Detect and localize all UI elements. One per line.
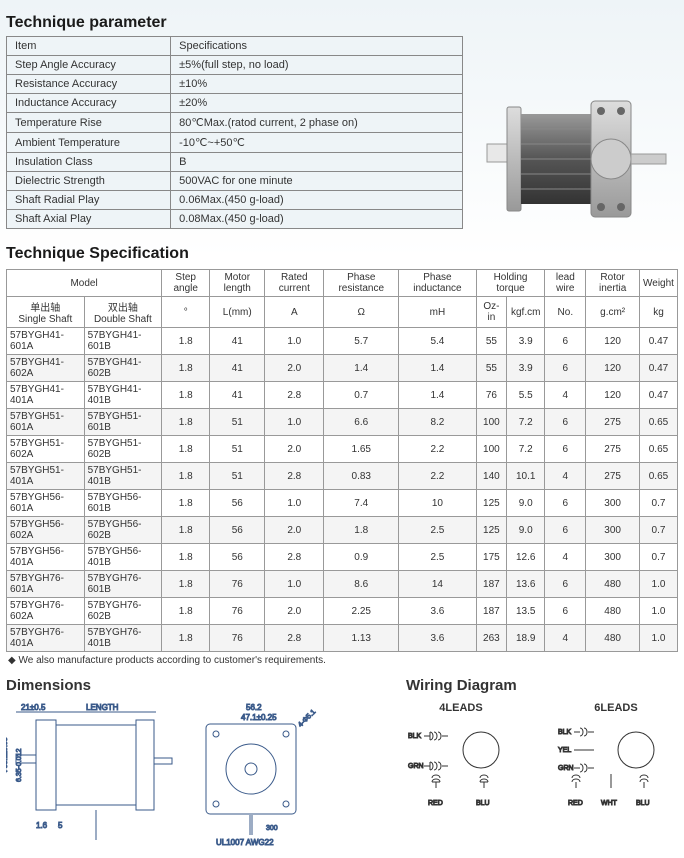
svg-text:RED: RED <box>428 800 443 807</box>
unit-wt: kg <box>639 297 677 328</box>
unit-oz: Oz-in <box>476 297 506 328</box>
table-row: 57BYGH41-401A57BYGH41-401B1.8412.80.71.4… <box>7 382 678 409</box>
dimensions-block: Dimensions 21±0.5 LENGTH Φ38.1±0.05 6.35… <box>6 677 386 850</box>
spec-table: Model Step angle Motor length Rated curr… <box>6 269 678 652</box>
svg-text:5: 5 <box>58 821 63 830</box>
param-spec: ±10% <box>171 75 463 94</box>
col-torque: Holding torque <box>476 270 545 297</box>
svg-text:BLU: BLU <box>476 800 490 807</box>
svg-text:LENGTH: LENGTH <box>86 703 119 712</box>
unit-kgf: kgf.cm <box>507 297 545 328</box>
svg-text:RED: RED <box>568 800 583 807</box>
table-row: 57BYGH76-401A57BYGH76-401B1.8762.81.133.… <box>7 625 678 652</box>
svg-text:56.2: 56.2 <box>246 703 262 712</box>
svg-text:6.35-0.012: 6.35-0.012 <box>16 748 23 782</box>
svg-text:GRN: GRN <box>558 765 574 772</box>
param-item: Dielectric Strength <box>7 172 171 191</box>
param-spec: -10℃~+50℃ <box>171 133 463 153</box>
unit-cur: A <box>265 297 324 328</box>
unit-wire: No. <box>545 297 586 328</box>
table-row: 57BYGH51-601A57BYGH51-601B1.8511.06.68.2… <box>7 409 678 436</box>
table-row: 57BYGH56-601A57BYGH56-601B1.8561.07.4101… <box>7 490 678 517</box>
param-spec: 0.08Max.(450 g-load) <box>171 210 463 229</box>
spec-title: Technique Specification <box>6 245 678 263</box>
param-spec: 500VAC for one minute <box>171 172 463 191</box>
param-spec: 80℃Max.(ratod current, 2 phase on) <box>171 113 463 133</box>
svg-text:BLK: BLK <box>558 729 572 736</box>
col-res: Phase resistance <box>324 270 399 297</box>
param-spec: ±20% <box>171 94 463 113</box>
unit-res: Ω <box>324 297 399 328</box>
model-double: 双出轴Double Shaft <box>84 297 162 328</box>
param-item: Step Angle Accuracy <box>7 56 171 75</box>
svg-text:UL1007 AWG22: UL1007 AWG22 <box>216 838 274 847</box>
table-row: 57BYGH76-601A57BYGH76-601B1.8761.08.6141… <box>7 571 678 598</box>
model-header: Model <box>7 270 162 297</box>
svg-text:1.6: 1.6 <box>36 821 48 830</box>
param-item: Inductance Accuracy <box>7 94 171 113</box>
motor-image <box>482 79 672 239</box>
param-header-item: Item <box>7 37 171 56</box>
param-table: Item Specifications Step Angle Accuracy±… <box>6 36 463 229</box>
col-ind: Phase inductance <box>399 270 477 297</box>
svg-text:YEL: YEL <box>558 747 571 754</box>
param-header-spec: Specifications <box>171 37 463 56</box>
table-row: 57BYGH56-602A57BYGH56-602B1.8562.01.82.5… <box>7 517 678 544</box>
table-row: 57BYGH41-601A57BYGH41-601B1.8411.05.75.4… <box>7 328 678 355</box>
unit-step: ° <box>162 297 210 328</box>
unit-inert: g.cm² <box>586 297 640 328</box>
param-spec: ±5%(full step, no load) <box>171 56 463 75</box>
table-row: 57BYGH56-401A57BYGH56-401B1.8562.80.92.5… <box>7 544 678 571</box>
col-inert: Rotor inertia <box>586 270 640 297</box>
unit-ind: mH <box>399 297 477 328</box>
dimensions-title: Dimensions <box>6 677 386 694</box>
svg-text:BLU: BLU <box>636 800 650 807</box>
table-row: 57BYGH76-602A57BYGH76-602B1.8762.02.253.… <box>7 598 678 625</box>
param-item: Shaft Radial Play <box>7 191 171 210</box>
wiring-4leads: 4LEADS BLK GRN RED BLU <box>406 702 516 810</box>
param-spec: B <box>171 153 463 172</box>
table-row: 57BYGH51-602A57BYGH51-602B1.8512.01.652.… <box>7 436 678 463</box>
col-wt: Weight <box>639 270 677 297</box>
param-title: Technique parameter <box>6 14 678 32</box>
spec-footnote: ◆ We also manufacture products according… <box>6 652 678 669</box>
wiring-6leads: 6LEADS BLK YEL GRN RED WHT BLU <box>556 702 676 810</box>
col-len: Motor length <box>210 270 265 297</box>
col-wire: lead wire <box>545 270 586 297</box>
wiring-block: Wiring Diagram 4LEADS BLK GRN RED BLU 6L… <box>406 677 678 850</box>
param-item: Temperature Rise <box>7 113 171 133</box>
svg-text:47.1±0.25: 47.1±0.25 <box>241 713 277 722</box>
svg-text:4-Φ5.1: 4-Φ5.1 <box>297 709 317 729</box>
param-item: Resistance Accuracy <box>7 75 171 94</box>
wiring-6-label: 6LEADS <box>556 702 676 714</box>
unit-len: L(mm) <box>210 297 265 328</box>
table-row: 57BYGH51-401A57BYGH51-401B1.8512.80.832.… <box>7 463 678 490</box>
svg-text:WHT: WHT <box>601 800 618 807</box>
svg-text:Φ38.1±0.05: Φ38.1±0.05 <box>6 737 9 774</box>
svg-text:GRN: GRN <box>408 763 424 770</box>
wiring-4-label: 4LEADS <box>406 702 516 714</box>
svg-text:300: 300 <box>266 825 278 832</box>
svg-text:21±0.5: 21±0.5 <box>21 703 46 712</box>
param-item: Shaft Axial Play <box>7 210 171 229</box>
col-step: Step angle <box>162 270 210 297</box>
param-item: Ambient Temperature <box>7 133 171 153</box>
param-item: Insulation Class <box>7 153 171 172</box>
col-cur: Rated current <box>265 270 324 297</box>
param-spec: 0.06Max.(450 g-load) <box>171 191 463 210</box>
wiring-title: Wiring Diagram <box>406 677 678 694</box>
model-single: 单出轴Single Shaft <box>7 297 85 328</box>
svg-text:BLK: BLK <box>408 733 422 740</box>
table-row: 57BYGH41-602A57BYGH41-602B1.8412.01.41.4… <box>7 355 678 382</box>
dimensions-drawing: 21±0.5 LENGTH Φ38.1±0.05 6.35-0.012 1.6 … <box>6 700 386 850</box>
